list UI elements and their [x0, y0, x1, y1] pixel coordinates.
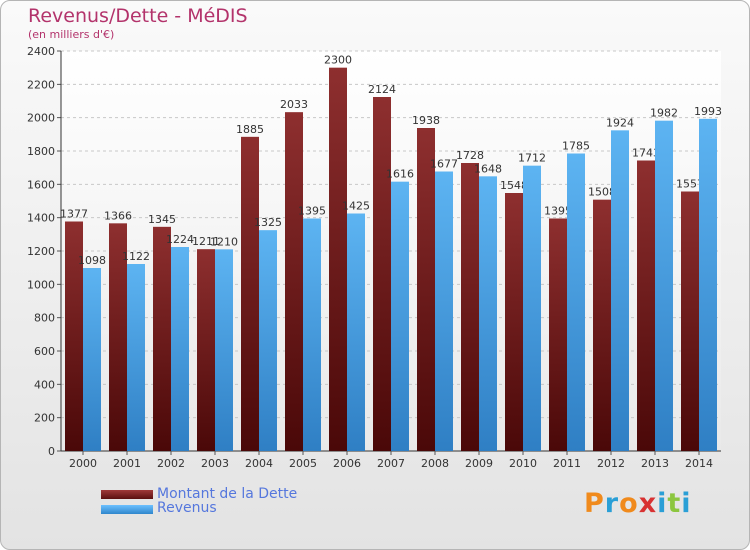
- bar-dette: [593, 199, 611, 451]
- x-tick-label: 2009: [465, 457, 493, 470]
- y-tick-label: 0: [48, 445, 55, 458]
- data-label-revenus: 1924: [606, 116, 634, 129]
- data-label-dette: 1508: [588, 186, 616, 199]
- bar-revenus: [567, 153, 585, 451]
- legend-label-revenus: Revenus: [157, 500, 217, 516]
- data-label-revenus: 1648: [474, 162, 502, 175]
- bar-dette: [373, 97, 391, 451]
- bar-dette: [329, 67, 347, 452]
- bar-dette: [637, 160, 655, 451]
- data-label-revenus: 1616: [386, 168, 414, 181]
- x-tick-label: 2014: [685, 457, 713, 470]
- y-tick-label: 2200: [27, 78, 55, 91]
- bar-dette: [461, 163, 479, 451]
- data-label-revenus: 1712: [518, 152, 546, 165]
- data-label-revenus: 1098: [78, 254, 106, 267]
- data-label-revenus: 1993: [694, 105, 722, 118]
- x-tick-label: 2012: [597, 457, 625, 470]
- data-label-dette: 1211: [192, 235, 220, 248]
- x-tick-label: 2010: [509, 457, 537, 470]
- data-label-dette: 1728: [456, 149, 484, 162]
- y-tick-label: 1800: [27, 145, 55, 158]
- bar-revenus: [611, 130, 629, 452]
- legend-swatch-revenus: [101, 505, 153, 514]
- data-label-dette: 2300: [324, 54, 352, 67]
- data-label-dette: 1938: [412, 114, 440, 127]
- y-tick-label: 2400: [27, 45, 55, 58]
- x-tick-label: 2006: [333, 457, 361, 470]
- bar-dette: [109, 223, 127, 451]
- bar-revenus: [391, 181, 409, 451]
- data-label-dette: 1557: [676, 178, 704, 191]
- y-tick-label: 1000: [27, 278, 55, 291]
- y-tick-label: 600: [34, 345, 55, 358]
- data-label-revenus: 1122: [122, 250, 150, 263]
- data-label-dette: 2124: [368, 83, 396, 96]
- bar-dette: [197, 249, 215, 451]
- legend-label-dette: Montant de la Dette: [157, 486, 298, 502]
- bar-revenus: [523, 165, 541, 451]
- bar-dette: [505, 193, 523, 451]
- x-tick-label: 2003: [201, 457, 229, 470]
- bar-revenus: [83, 268, 101, 451]
- x-tick-label: 2005: [289, 457, 317, 470]
- bar-dette: [241, 136, 259, 452]
- data-label-revenus: 1982: [650, 107, 678, 120]
- chart-subtitle: (en milliers d'€): [28, 28, 115, 41]
- data-label-dette: 1885: [236, 123, 264, 136]
- data-label-dette: 1366: [104, 209, 132, 222]
- x-tick-label: 2001: [113, 457, 141, 470]
- bar-revenus: [127, 264, 145, 451]
- y-tick-label: 1400: [27, 212, 55, 225]
- bar-dette: [417, 128, 435, 451]
- bar-dette: [65, 221, 83, 451]
- legend-swatch-dette: [101, 490, 153, 499]
- x-tick-label: 2011: [553, 457, 581, 470]
- bar-revenus: [435, 171, 453, 451]
- bar-revenus: [655, 120, 673, 452]
- data-label-dette: 1743: [632, 147, 660, 160]
- y-tick-label: 2000: [27, 112, 55, 125]
- bar-revenus: [171, 247, 189, 451]
- y-tick-label: 1200: [27, 245, 55, 258]
- proxiti-logo: Proxiti: [584, 488, 692, 519]
- x-tick-label: 2004: [245, 457, 273, 470]
- data-label-revenus: 1325: [254, 216, 282, 229]
- data-label-dette: 1395: [544, 205, 572, 218]
- chart-title: Revenus/Dette - MéDIS: [28, 5, 248, 27]
- bar-revenus: [479, 176, 497, 452]
- bar-dette: [153, 226, 171, 451]
- data-label-dette: 1345: [148, 213, 176, 226]
- y-tick-label: 200: [34, 412, 55, 425]
- data-label-revenus: 1224: [166, 233, 194, 246]
- data-label-dette: 1377: [60, 208, 88, 221]
- bar-revenus: [259, 230, 277, 451]
- data-label-revenus: 1677: [430, 158, 458, 171]
- bar-dette: [549, 218, 567, 451]
- data-label-dette: 2033: [280, 98, 308, 111]
- bar-dette: [681, 191, 699, 451]
- x-tick-label: 2000: [69, 457, 97, 470]
- y-tick-label: 1600: [27, 178, 55, 191]
- y-tick-label: 400: [34, 378, 55, 391]
- bar-dette: [285, 112, 303, 452]
- data-label-revenus: 1425: [342, 200, 370, 213]
- x-tick-label: 2013: [641, 457, 669, 470]
- bar-revenus: [699, 118, 717, 451]
- x-tick-label: 2002: [157, 457, 185, 470]
- data-label-revenus: 1785: [562, 140, 590, 153]
- y-tick-label: 800: [34, 312, 55, 325]
- data-label-revenus: 1210: [210, 235, 238, 248]
- x-tick-label: 2007: [377, 457, 405, 470]
- x-tick-label: 2008: [421, 457, 449, 470]
- data-label-dette: 1548: [500, 179, 528, 192]
- bar-revenus: [347, 213, 365, 451]
- data-label-revenus: 1395: [298, 205, 326, 218]
- bar-revenus: [303, 218, 321, 451]
- bar-revenus: [215, 249, 233, 451]
